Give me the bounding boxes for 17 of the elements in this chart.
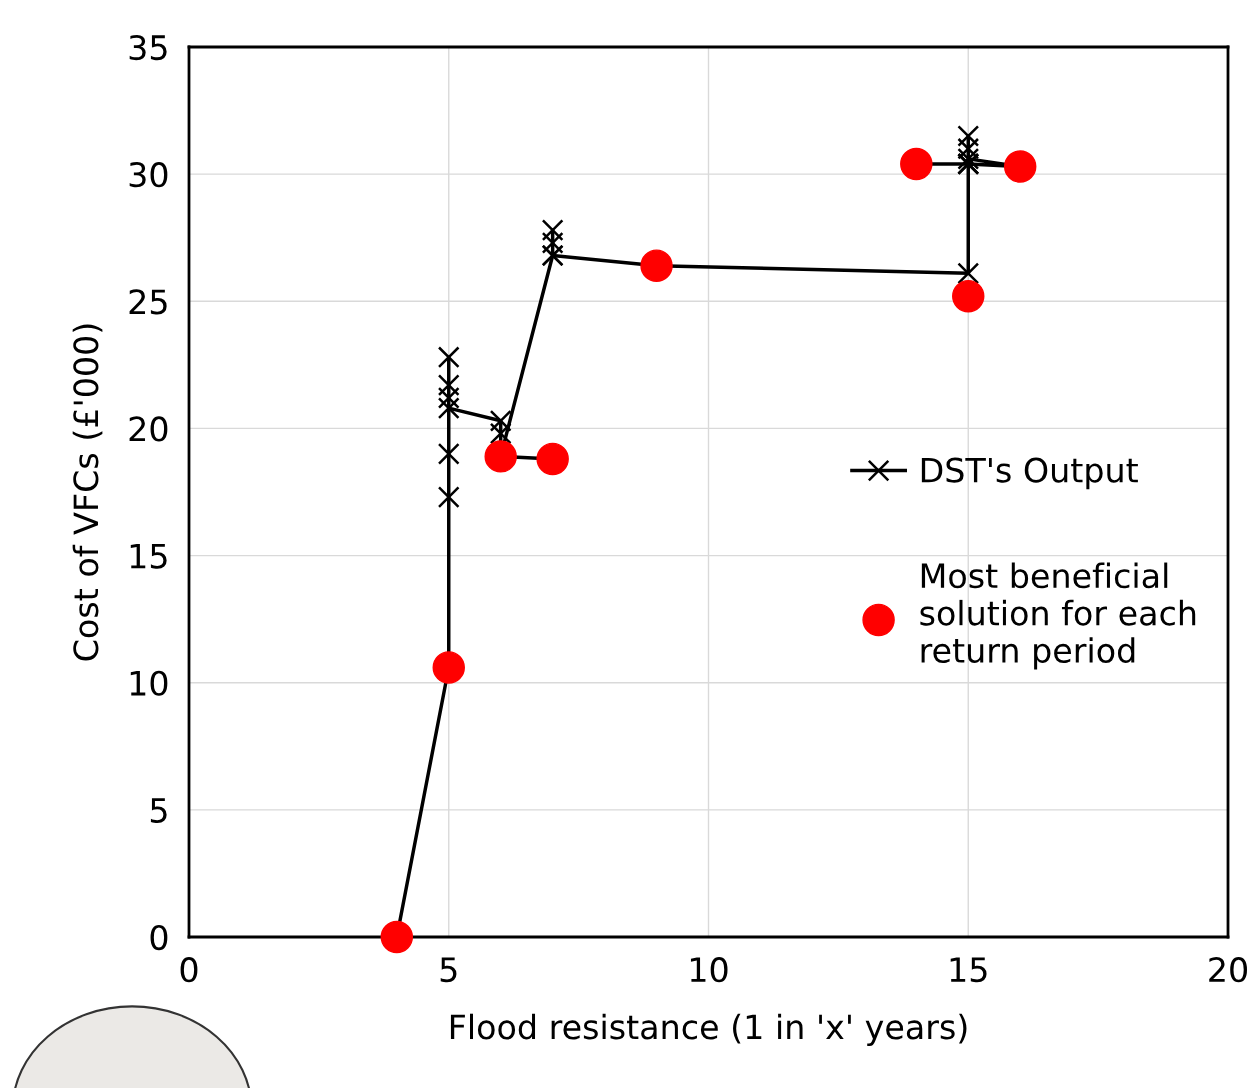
legend-label: Most beneficial solution for each return period [920,562,1196,670]
y-tick-label: 0 [150,924,168,951]
y-tick-label: 20 [129,416,168,442]
y-axis-title: Cost of VFCs (£'000) [72,324,103,661]
x-tick-label: 20 [1209,957,1247,983]
x-tick-label: 15 [950,957,987,983]
y-tick-label: 35 [129,34,167,61]
x-tick-label: 0 [180,957,198,983]
y-tick-label: 5 [150,798,167,823]
x-tick-label: 5 [440,957,457,983]
x-tick-label: 10 [690,957,728,983]
y-tick-label: 25 [129,289,167,315]
x-axis-title: Flood resistance (1 in 'x' years) [450,1013,967,1046]
y-tick-label: 30 [129,162,168,188]
y-tick-label: 10 [130,670,168,696]
y-tick-label: 15 [130,543,167,569]
legend-label: DST's Output [921,457,1138,490]
